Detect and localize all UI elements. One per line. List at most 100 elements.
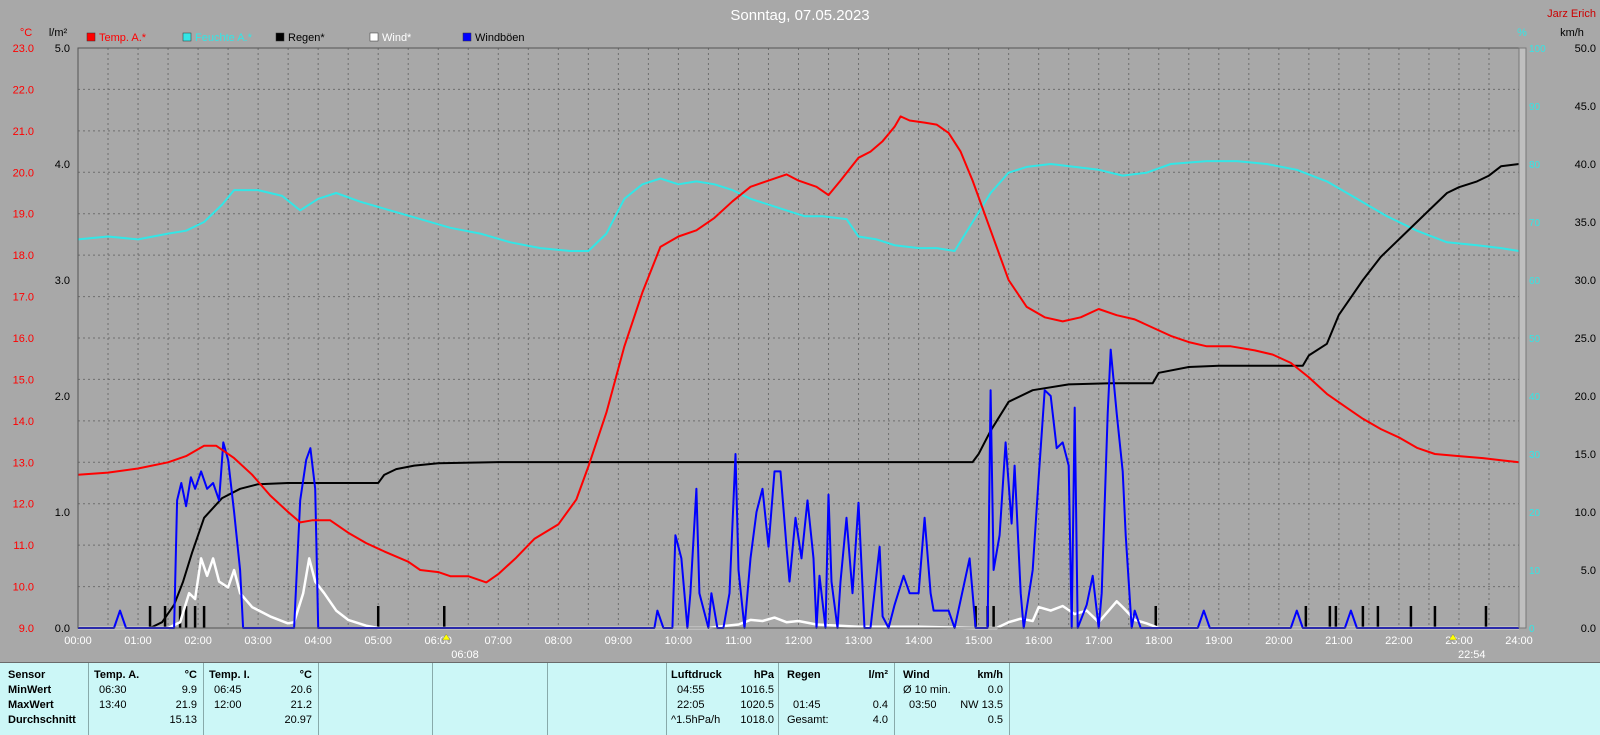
pressure-max: 1020.5	[740, 699, 774, 711]
x-tick-label: 09:00	[605, 635, 633, 647]
wind-tick-label: 30.0	[1575, 275, 1596, 287]
sun-markers: 06:08 22:54	[441, 633, 1486, 661]
rain-unit-label: l/m²	[49, 27, 68, 39]
sunrise-label: 06:08	[451, 649, 479, 661]
x-tick-label: 05:00	[364, 635, 392, 647]
x-tick-label: 04:00	[304, 635, 332, 647]
humidity-tick-label: 20	[1529, 508, 1541, 519]
wind-tick-label: 20.0	[1575, 391, 1596, 403]
x-tick-label: 15:00	[965, 635, 993, 647]
rain-tick-label: 0.0	[55, 623, 70, 635]
x-tick-label: 19:00	[1205, 635, 1233, 647]
right-axis-strip	[1518, 47, 1527, 629]
rain-total-label: Gesamt:	[787, 714, 829, 726]
x-tick-label: 18:00	[1145, 635, 1173, 647]
min-label: MinWert	[8, 684, 52, 696]
legend-swatch	[462, 32, 472, 42]
temp-tick-label: 13.0	[13, 457, 34, 469]
series-line-windb-en	[78, 348, 1519, 629]
temp-tick-label: 17.0	[13, 292, 34, 304]
station-label: Jarz Erich	[1547, 8, 1596, 20]
humidity-tick-label: 30	[1529, 450, 1541, 461]
temp-outdoor-min-time: 06:30	[99, 684, 127, 696]
wind-max: NW 13.5	[960, 699, 1003, 711]
avg-label: Durchschnitt	[8, 714, 76, 726]
temp-unit-label: °C	[20, 27, 32, 39]
temp-indoor-heading: Temp. I.	[209, 669, 250, 681]
temp-tick-label: 23.0	[13, 43, 34, 55]
x-tick-label: 08:00	[545, 635, 573, 647]
temp-outdoor-max-time: 13:40	[99, 699, 127, 711]
x-tick-label: 14:00	[905, 635, 933, 647]
x-tick-label: 23:00	[1445, 635, 1473, 647]
wind-unit-label: km/h	[1560, 27, 1584, 39]
wind-avg: 0.0	[987, 684, 1003, 696]
x-tick-label: 20:00	[1265, 635, 1293, 647]
temp-indoor-avg: 20.97	[284, 714, 312, 726]
sunset-label: 22:54	[1458, 649, 1486, 661]
x-tick-label: 11:00	[725, 635, 752, 647]
wind-avg-label: Ø 10 min.	[903, 684, 951, 696]
wind-tick-label: 40.0	[1575, 159, 1596, 171]
wind-tick-label: 25.0	[1575, 333, 1596, 345]
wind-tick-label: 35.0	[1575, 217, 1596, 229]
humidity-unit-label: %	[1517, 27, 1527, 39]
humidity-tick-label: 0	[1529, 624, 1535, 635]
summary-panel: Sensor MinWert MaxWert Durchschnitt Temp…	[0, 662, 1600, 735]
series-line-regen	[78, 163, 1520, 629]
grid	[78, 48, 1519, 628]
x-tick-label: 16:00	[1025, 635, 1053, 647]
rain-tick-label: 1.0	[55, 507, 70, 519]
temp-outdoor-avg: 15.13	[169, 714, 197, 726]
rain-tick-label: 5.0	[55, 43, 70, 55]
rain-tick-label: 4.0	[55, 159, 70, 171]
temp-tick-label: 14.0	[13, 416, 34, 428]
weather-chart: Sonntag, 07.05.2023 Jarz Erich °C l/m² %…	[12, 7, 1596, 661]
legend-label: Feuchte A.*	[195, 32, 253, 44]
temp-outdoor-heading: Temp. A.	[94, 669, 140, 681]
temp-indoor-unit: °C	[299, 669, 312, 681]
x-tick-label: 24:00	[1505, 635, 1533, 647]
temp-tick-label: 15.0	[13, 374, 34, 386]
series-line-feuchte-a	[77, 160, 1520, 252]
pressure-min: 1016.5	[740, 684, 774, 696]
legend-label: Wind*	[382, 32, 412, 44]
humidity-tick-label: 70	[1529, 218, 1541, 229]
temp-tick-label: 10.0	[13, 582, 34, 594]
temp-indoor-min: 20.6	[290, 684, 312, 696]
legend-label: Temp. A.*	[99, 32, 147, 44]
max-label: MaxWert	[8, 699, 54, 711]
temp-outdoor-unit: °C	[184, 669, 197, 681]
temp-tick-label: 16.0	[13, 333, 34, 345]
temp-tick-label: 22.0	[13, 84, 34, 96]
temp-indoor-summary: Temp. I. °C 06:45 20.6 12:00 21.2 20.97	[204, 663, 319, 735]
pressure-unit: hPa	[753, 669, 774, 681]
rain-max: 0.4	[872, 699, 888, 711]
rain-tick-label: 3.0	[55, 275, 70, 287]
humidity-tick-label: 10	[1529, 566, 1541, 577]
legend-swatch	[182, 32, 192, 42]
temp-indoor-max: 21.2	[290, 699, 312, 711]
empty-col-1	[319, 663, 433, 735]
temp-tick-label: 19.0	[13, 209, 34, 221]
x-tick-label: 00:00	[64, 635, 92, 647]
temp-outdoor-summary: Temp. A. °C 06:30 9.9 13:40 21.9 15.13	[89, 663, 204, 735]
humidity-tick-label: 90	[1529, 102, 1541, 113]
x-tick-label: 03:00	[244, 635, 272, 647]
rain-summary: Regen l/m² 01:45 0.4 Gesamt: 4.0	[779, 663, 895, 735]
series-line-wind	[78, 557, 1519, 630]
humidity-tick-label: 50	[1529, 334, 1541, 345]
x-tick-label: 07:00	[485, 635, 513, 647]
legend-label: Windböen	[475, 32, 525, 44]
humidity-tick-label: 60	[1529, 276, 1541, 287]
sensor-heading: Sensor	[8, 669, 46, 681]
wind-heading: Wind	[903, 669, 930, 681]
wind-summary: Wind km/h Ø 10 min. 0.0 03:50 NW 13.5 0.…	[895, 663, 1010, 735]
rain-tick-label: 2.0	[55, 391, 70, 403]
rain-unit: l/m²	[868, 669, 888, 681]
legend-swatch	[369, 32, 379, 42]
wind-mean: 0.5	[987, 714, 1003, 726]
wind-max-time: 03:50	[909, 699, 937, 711]
temp-tick-label: 11.0	[13, 540, 34, 552]
legend-label: Regen*	[288, 32, 325, 44]
